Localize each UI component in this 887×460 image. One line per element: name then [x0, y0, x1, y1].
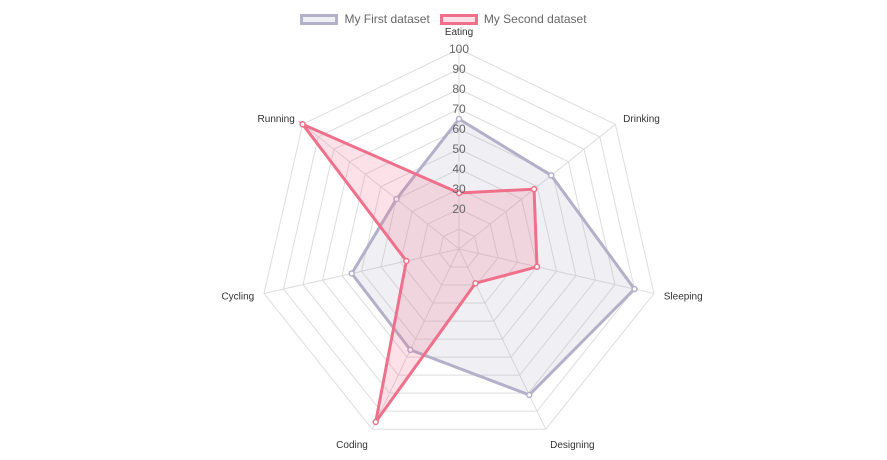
tick-label-30: 30	[452, 182, 466, 196]
category-label-drinking: Drinking	[623, 114, 660, 125]
tick-labels: 20 30 40 50 60 70 80 90 100	[449, 42, 469, 216]
tick-label-80: 80	[452, 82, 466, 96]
series-1	[348, 115, 638, 399]
series-2-point-cycling	[403, 257, 410, 265]
series-2-area	[297, 120, 539, 423]
series-1-point-eating	[455, 115, 463, 123]
grid-ring-60	[341, 128, 577, 358]
grid-spoke-drinking	[458, 123, 616, 250]
legend-label-first-dataset: My First dataset	[344, 12, 430, 26]
grid-spoke-cycling	[263, 248, 460, 294]
tick-label-90: 90	[452, 62, 466, 76]
legend-item-first-dataset[interactable]: My First dataset	[300, 12, 430, 26]
category-label-eating: Eating	[445, 27, 473, 38]
series-2-point-designing	[472, 279, 479, 287]
tick-label-20: 20	[452, 202, 466, 216]
legend-item-second-dataset[interactable]: My Second dataset	[439, 12, 587, 26]
category-label-sleeping: Sleeping	[664, 292, 703, 303]
grid-ring-10	[438, 228, 480, 268]
series-1-area	[349, 117, 637, 397]
grid-ring-90	[282, 68, 636, 412]
grid-spoke-coding	[371, 248, 460, 430]
tick-label-50: 50	[452, 142, 466, 156]
series-2-point-running	[299, 121, 306, 128]
legend-swatch-second-dataset	[439, 13, 478, 25]
series-1-point-drinking	[548, 172, 555, 179]
series-2-point-drinking	[530, 185, 538, 193]
series-2-point-sleeping	[533, 263, 541, 271]
legend-label-second-dataset: My Second dataset	[483, 12, 587, 26]
category-label-designing: Designing	[550, 440, 594, 451]
tick-label-40: 40	[452, 162, 466, 176]
series-2	[297, 120, 541, 426]
series-1-point-sleeping	[631, 285, 638, 293]
category-label-coding: Coding	[336, 440, 368, 451]
legend: My First dataset My Second dataset	[0, 10, 887, 28]
grid-spoke-designing	[458, 248, 547, 430]
series-1-point-designing	[526, 391, 533, 399]
grid-spoke-running	[302, 123, 460, 250]
tick-label-100: 100	[449, 42, 469, 56]
category-label-running: Running	[258, 114, 295, 125]
series-1-point-coding	[407, 346, 414, 354]
grid-ring-50	[360, 148, 558, 340]
legend-swatch-first-dataset	[300, 13, 339, 25]
grid-ring-20	[419, 208, 499, 286]
series-1-point-cycling	[348, 270, 356, 277]
tick-label-60: 60	[452, 122, 466, 136]
grid-spoke-sleeping	[458, 248, 655, 294]
point-labels: Eating Drinking Sleeping Designing Coding Cyc…	[221, 27, 702, 451]
series-2-point-eating	[455, 189, 463, 197]
series-1-point-running	[393, 195, 400, 203]
series-2-point-coding	[372, 418, 379, 426]
grid-ring-30	[399, 188, 519, 304]
grid-ring-100	[263, 48, 655, 430]
category-label-cycling: Cycling	[221, 292, 254, 303]
grid-ring-80	[302, 88, 616, 394]
grid-ring-40	[380, 168, 538, 322]
tick-label-70: 70	[452, 102, 466, 116]
